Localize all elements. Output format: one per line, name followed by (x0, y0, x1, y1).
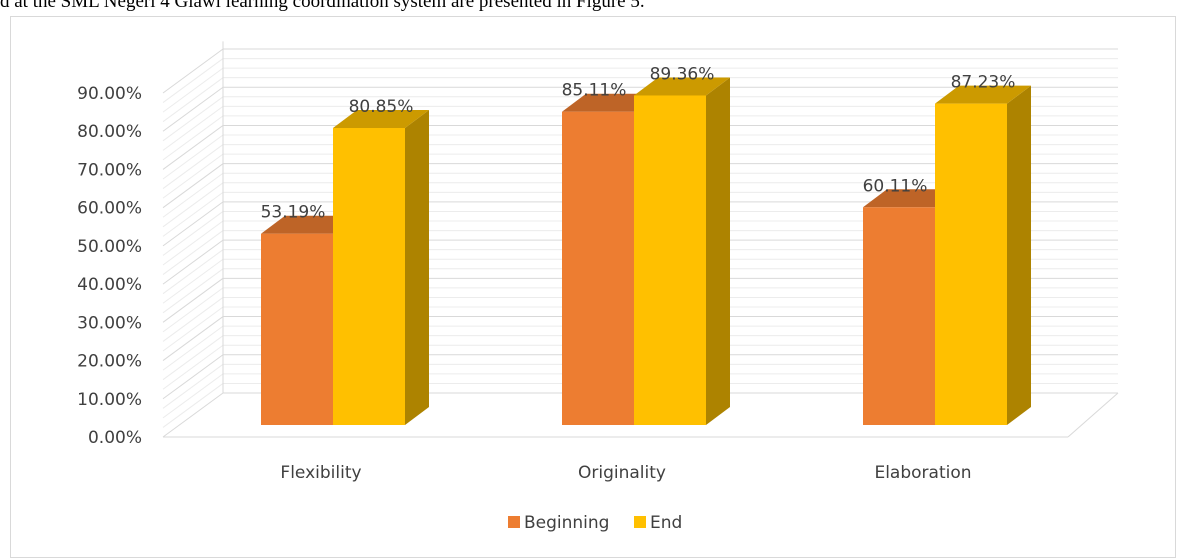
minor-gridline-depth (162, 249, 224, 295)
category-label: Originality (578, 463, 666, 483)
figure-caption: d at the SML Negeri 4 Giawi learning coo… (0, 0, 645, 12)
bar-beginning-elaboration[interactable] (863, 207, 935, 425)
minor-gridline-depth (162, 77, 224, 123)
minor-gridline-depth (162, 258, 224, 304)
minor-gridline-depth (162, 363, 224, 409)
legend-swatch-end (634, 516, 646, 528)
minor-gridline-depth (162, 58, 224, 103)
minor-gridline-depth (162, 153, 224, 199)
minor-gridline-depth (162, 67, 224, 113)
bar-beginning-originality[interactable] (562, 111, 634, 425)
minor-gridline-depth (162, 373, 224, 419)
legend-label-beginning: Beginning (524, 513, 609, 533)
y-tick-label: 30.00% (77, 313, 142, 333)
category-label: Flexibility (280, 463, 361, 483)
bar-side (706, 77, 730, 426)
gridline-depth (162, 316, 224, 361)
gridline-depth (162, 354, 224, 400)
bar-end-elaboration[interactable] (935, 103, 1007, 426)
minor-gridline-depth (162, 306, 224, 352)
gridline-depth (162, 48, 224, 94)
minor-gridline-depth (162, 96, 224, 142)
minor-gridline-depth (162, 105, 224, 151)
gridline-depth (162, 277, 224, 323)
bar-side (405, 109, 429, 425)
floor-side-edge (1067, 392, 1119, 438)
minor-gridline-depth (162, 191, 224, 237)
minor-gridline-depth (162, 344, 224, 390)
minor-gridline-depth (162, 335, 224, 381)
data-label: 87.23% (951, 73, 1016, 93)
data-label: 80.85% (349, 97, 414, 117)
bar-top (333, 109, 429, 128)
data-label: 60.11% (863, 176, 928, 196)
bar-top (935, 85, 1031, 104)
y-tick-label: 0.00% (88, 428, 142, 448)
minor-gridline-depth (162, 383, 224, 428)
y-tick-label: 50.00% (77, 237, 142, 257)
minor-gridline-depth (162, 182, 224, 228)
y-tick-label: 40.00% (77, 275, 142, 295)
data-label: 89.36% (650, 64, 715, 84)
minor-gridline-depth (162, 115, 224, 161)
gridline-depth (162, 125, 224, 170)
minor-gridline-depth (162, 172, 224, 218)
minor-gridline-depth (162, 211, 224, 256)
minor-gridline-depth (162, 230, 224, 275)
y-tick-label: 80.00% (77, 122, 142, 142)
data-label: 53.19% (261, 203, 326, 223)
y-tick-label: 90.00% (77, 84, 142, 104)
gridline-depth (162, 86, 224, 132)
minor-gridline-depth (162, 134, 224, 180)
y-tick-label: 60.00% (77, 199, 142, 219)
category-label: Elaboration (874, 463, 971, 483)
minor-gridline-depth (162, 268, 224, 314)
y-tick-label: 10.00% (77, 390, 142, 410)
data-label: 85.11% (562, 81, 627, 101)
gridline-depth (162, 392, 224, 438)
gridline-depth (162, 163, 224, 209)
minor-gridline-depth (162, 325, 224, 371)
minor-gridline-depth (162, 297, 224, 342)
legend-swatch-beginning (508, 516, 520, 528)
minor-gridline-depth (162, 287, 224, 333)
bar-end-originality[interactable] (634, 95, 706, 426)
minor-gridline-depth (162, 144, 224, 189)
bar-beginning-flexibility[interactable] (261, 233, 333, 425)
legend-label-end: End (650, 513, 682, 533)
minor-gridline-depth (162, 220, 224, 266)
y-tick-label: 70.00% (77, 160, 142, 180)
bar-top (634, 77, 730, 96)
y-tick-label: 20.00% (77, 352, 142, 372)
gridline-depth (162, 239, 224, 285)
gridline-depth (162, 201, 224, 247)
bar-end-flexibility[interactable] (333, 127, 405, 425)
bar-side (1007, 85, 1031, 426)
